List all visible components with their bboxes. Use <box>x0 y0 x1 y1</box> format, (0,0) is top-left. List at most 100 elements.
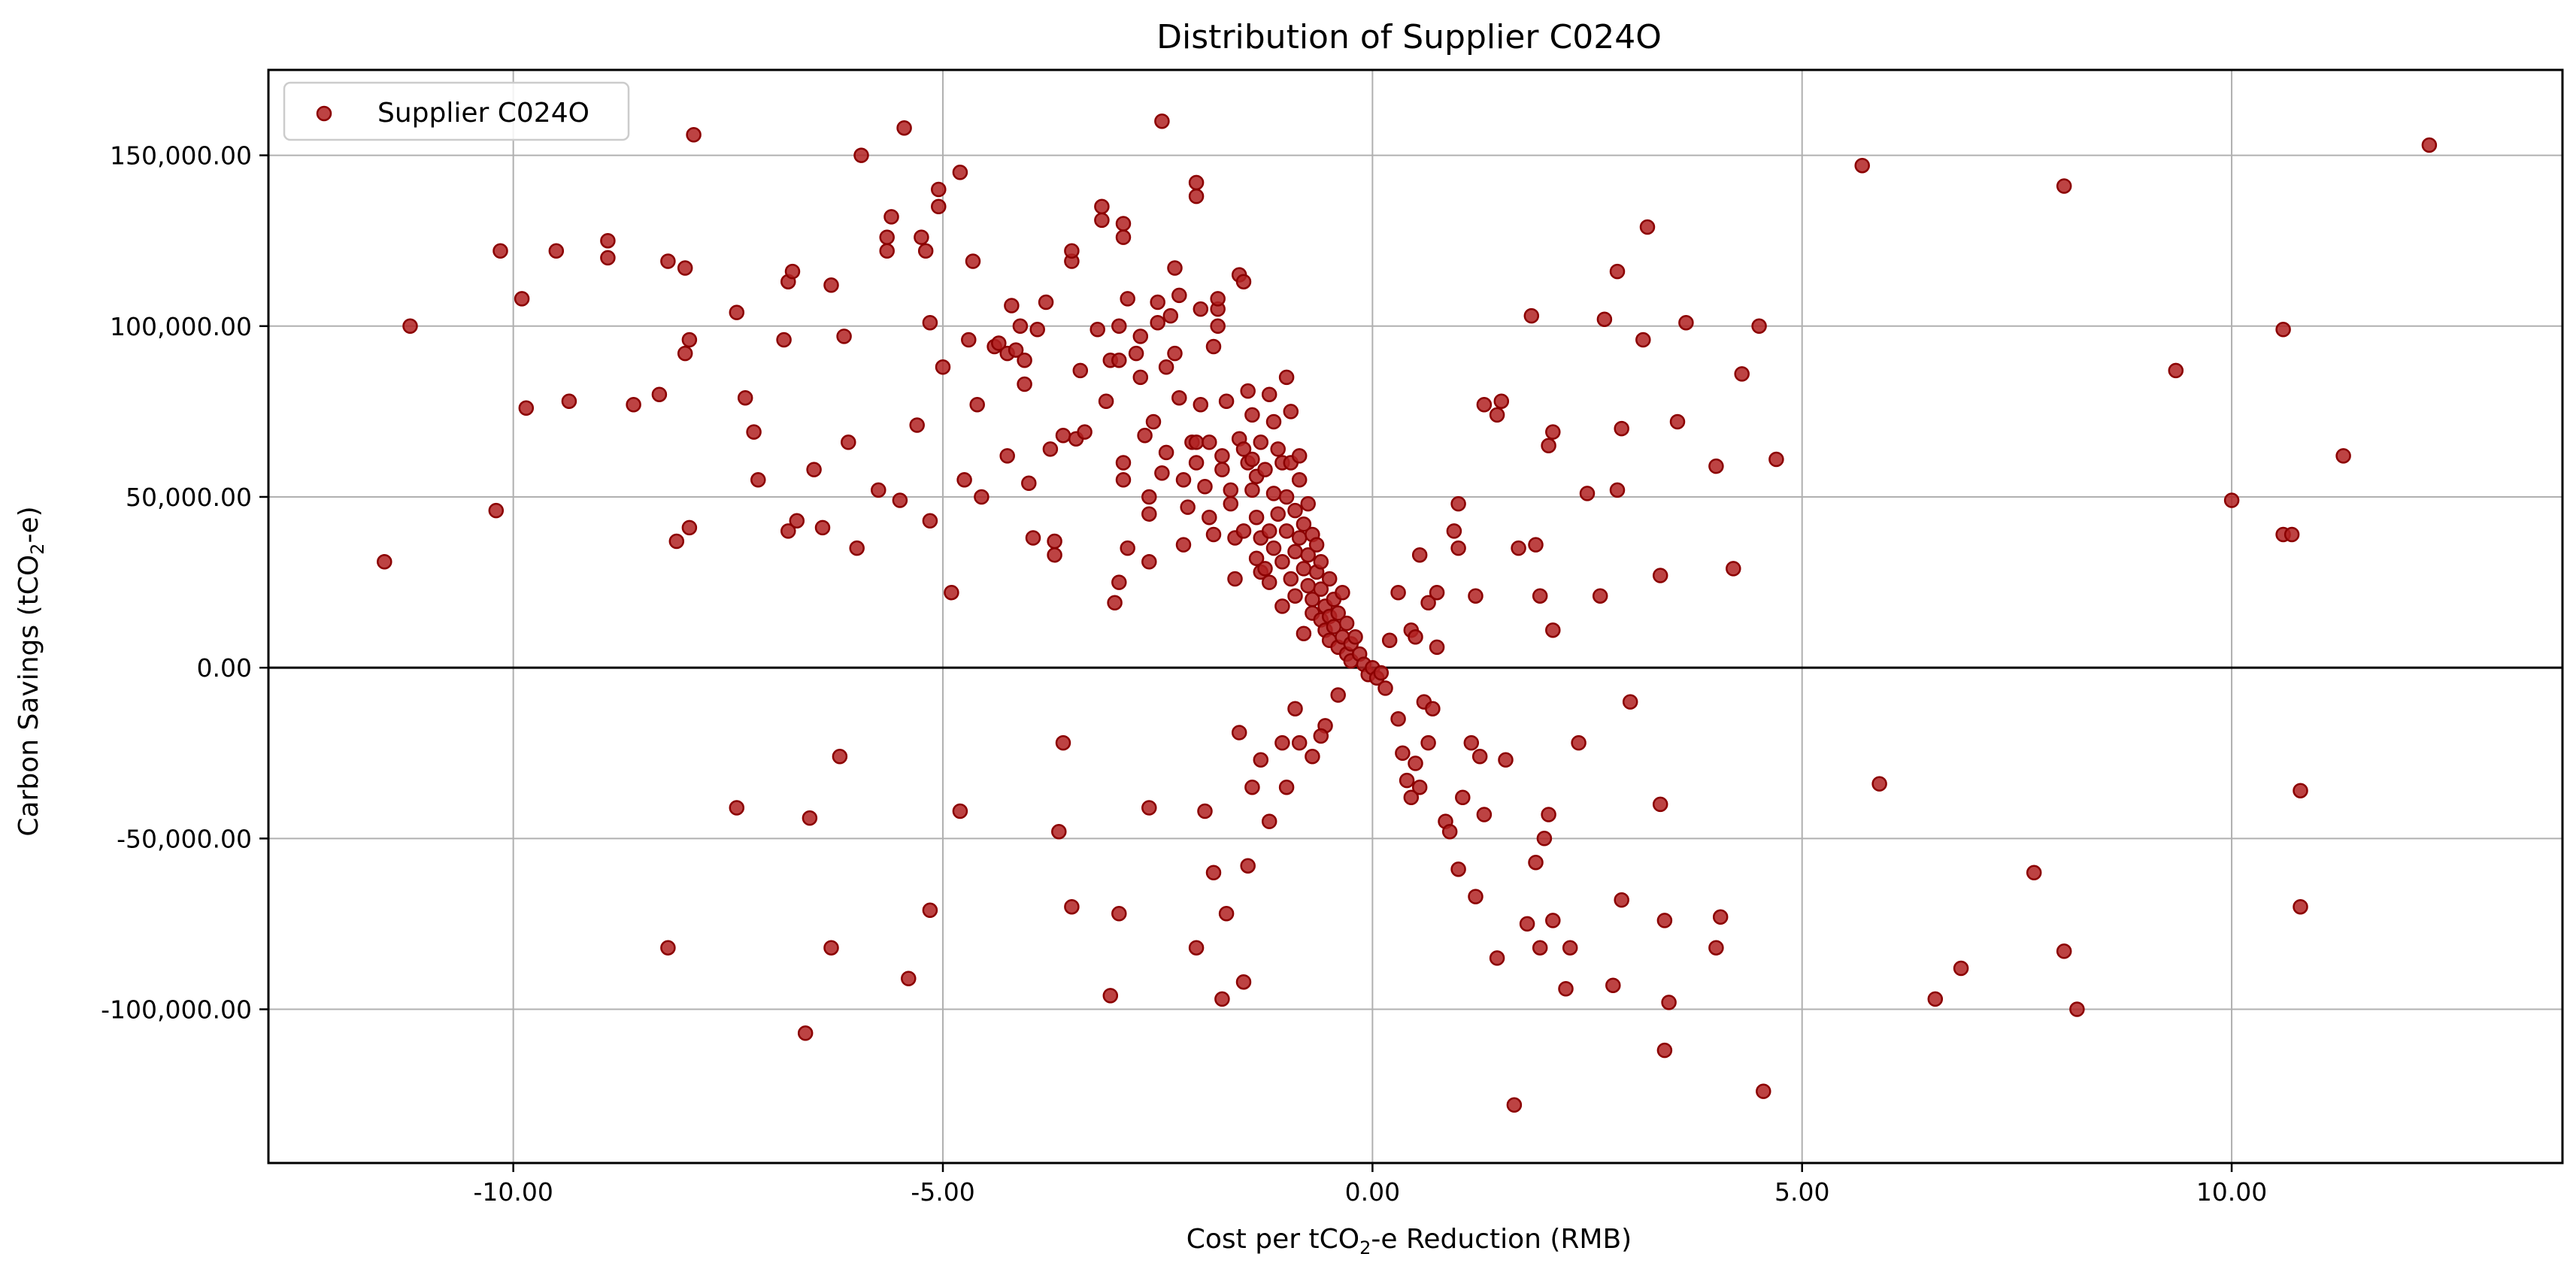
scatter-point <box>1257 462 1273 477</box>
scatter-point <box>832 749 848 765</box>
scatter-point <box>1541 438 1556 454</box>
scatter-point <box>1261 813 1277 829</box>
scatter-point <box>2223 492 2240 508</box>
y-tick-label: -50,000.00 <box>117 824 252 853</box>
scatter-point <box>2026 865 2042 881</box>
scatter-point <box>1498 752 1514 768</box>
scatter-point <box>1305 592 1320 607</box>
scatter-point <box>2284 526 2300 543</box>
scatter-point <box>1287 701 1303 716</box>
scatter-point <box>789 513 805 529</box>
scatter-point <box>1614 892 1629 908</box>
scatter-point <box>1120 540 1135 556</box>
scatter-point <box>931 198 947 215</box>
scatter-point <box>600 250 616 266</box>
scatter-point <box>952 165 968 180</box>
scatter-point <box>1240 858 1256 874</box>
scatter-point <box>871 482 886 498</box>
scatter-point <box>1248 550 1265 567</box>
scatter-point <box>879 229 895 245</box>
scatter-point <box>806 462 822 477</box>
y-tick-label: 0.00 <box>197 653 252 683</box>
scatter-point <box>1214 462 1230 477</box>
scatter-point <box>1712 909 1729 925</box>
scatter-point <box>1055 734 1071 751</box>
scatter-point <box>548 243 565 259</box>
scatter-point <box>836 329 852 344</box>
scatter-point <box>1278 779 1295 795</box>
scatter-point <box>1072 362 1089 379</box>
scatter-point <box>729 800 745 816</box>
scatter-point <box>1408 629 1423 645</box>
scatter-point <box>1145 413 1162 430</box>
scatter-point <box>922 902 938 919</box>
scatter-point <box>849 540 865 556</box>
x-tick-label: -10.00 <box>473 1177 553 1207</box>
scatter-point <box>1468 889 1483 904</box>
scatter-point <box>999 448 1015 464</box>
scatter-point <box>1609 482 1626 498</box>
scatter-point <box>1562 940 1578 956</box>
scatter-point <box>514 291 530 307</box>
scatter-point <box>1291 448 1308 464</box>
scatter-point <box>1347 629 1363 645</box>
scatter-point <box>1017 376 1032 392</box>
scatter-point <box>1270 506 1286 522</box>
scatter-point <box>780 523 796 539</box>
scatter-point <box>1171 287 1187 304</box>
scatter-point <box>1528 537 1544 553</box>
scatter-point <box>1235 523 1252 539</box>
scatter-point <box>1545 622 1561 638</box>
scatter-point <box>2056 178 2072 194</box>
scatter-point <box>1441 824 1458 840</box>
scatter-point <box>1330 605 1346 621</box>
scatter-point <box>1257 561 1273 577</box>
plot-frame <box>267 68 2564 1165</box>
scatter-point <box>1253 752 1269 768</box>
scatter-point <box>377 554 392 570</box>
scatter-point <box>1244 482 1260 498</box>
scatter-point <box>1261 386 1277 402</box>
scatter-point <box>1296 561 1312 577</box>
scatter-point <box>1592 588 1608 604</box>
legend-marker <box>316 105 332 122</box>
scatter-point <box>914 229 929 245</box>
scatter-point <box>1167 345 1183 362</box>
scatter-point <box>1274 734 1290 751</box>
chart-title: Distribution of Supplier C024O <box>1156 18 1662 56</box>
scatter-point <box>935 359 951 375</box>
scatter-point <box>1291 530 1308 546</box>
x-tick-label: -5.00 <box>911 1177 974 1207</box>
scatter-point <box>1296 625 1312 641</box>
scatter-point <box>1296 516 1312 532</box>
scatter-point <box>1756 1083 1771 1099</box>
scatter-point <box>896 120 912 136</box>
scatter-point <box>1300 495 1316 512</box>
scatter-point <box>1150 314 1165 331</box>
y-axis-label: Carbon Savings (tCO2-e) <box>14 506 48 836</box>
scatter-point <box>1278 489 1295 505</box>
scatter-point <box>2168 362 2184 379</box>
scatter-point <box>660 253 676 269</box>
scatter-point <box>1021 475 1037 492</box>
scatter-point <box>1261 523 1277 539</box>
scatter-point <box>1047 533 1062 550</box>
scatter-point <box>853 147 869 163</box>
scatter-point <box>677 345 693 362</box>
data-points <box>377 113 2438 1113</box>
scatter-point <box>2293 898 2308 915</box>
scatter-point <box>681 332 698 348</box>
scatter-point <box>1218 906 1235 922</box>
scatter-point <box>1265 486 1282 501</box>
scatter-point <box>1455 789 1471 806</box>
scatter-point <box>931 181 947 198</box>
scatter-point <box>746 424 762 440</box>
scatter-point <box>1661 995 1677 1010</box>
scatter-point <box>1235 974 1252 990</box>
scatter-point <box>1854 157 1870 174</box>
x-tick-label: 5.00 <box>1774 1177 1829 1207</box>
scatter-point <box>823 277 839 293</box>
scatter-point <box>1532 588 1548 604</box>
scatter-point <box>1656 913 1673 928</box>
scatter-point <box>1064 243 1080 259</box>
